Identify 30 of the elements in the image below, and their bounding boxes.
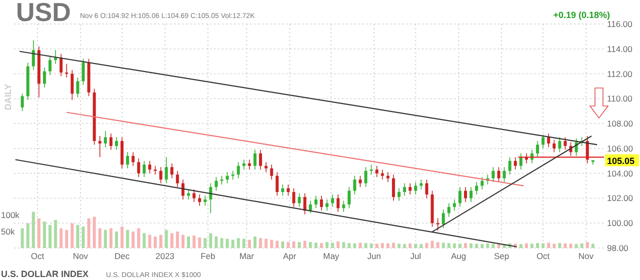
y-tick-label: 116.00: [607, 19, 633, 29]
x-tick-label: Apr: [282, 251, 296, 261]
x-tick-label: Jul: [410, 251, 422, 261]
y-tick-label: 98.00: [607, 243, 629, 253]
x-tick-label: Nov: [72, 251, 89, 261]
annotation: 105.05: [607, 156, 635, 166]
y-tick-label: 102.00: [607, 193, 634, 204]
x-tick-label: Mar: [239, 251, 254, 261]
x-tick-label: Feb: [200, 251, 216, 261]
y2-tick-label: 50k: [1, 226, 16, 237]
x-tick-label: Sep: [494, 251, 510, 261]
x-tick-label: Nov: [578, 251, 594, 261]
x-tick-label: May: [323, 251, 340, 261]
text: U.S. DOLLAR INDEX: [1, 269, 89, 279]
y-tick-label: 100.00: [607, 218, 634, 228]
y-tick-label: 106.00: [607, 143, 634, 154]
y2-tick-label: 100k: [1, 210, 20, 220]
y-tick-label: 114.00: [607, 44, 633, 54]
chart-title: USD: [16, 0, 71, 27]
x-tick-label: 2023: [156, 251, 175, 261]
x-tick-label: Oct: [30, 251, 45, 261]
y-tick-label: 104.00: [607, 168, 634, 178]
x-tick-label: Aug: [451, 251, 466, 261]
x-tick-label: Dec: [114, 251, 130, 261]
x-tick-label: Oct: [536, 251, 550, 261]
y-tick-label: 110.00: [607, 94, 633, 104]
y-tick-label: 108.00: [607, 118, 634, 129]
text: +0.19 (0.18%): [553, 10, 610, 20]
x-tick-label: Jun: [367, 251, 382, 261]
y-tick-label: 112.00: [607, 68, 633, 79]
